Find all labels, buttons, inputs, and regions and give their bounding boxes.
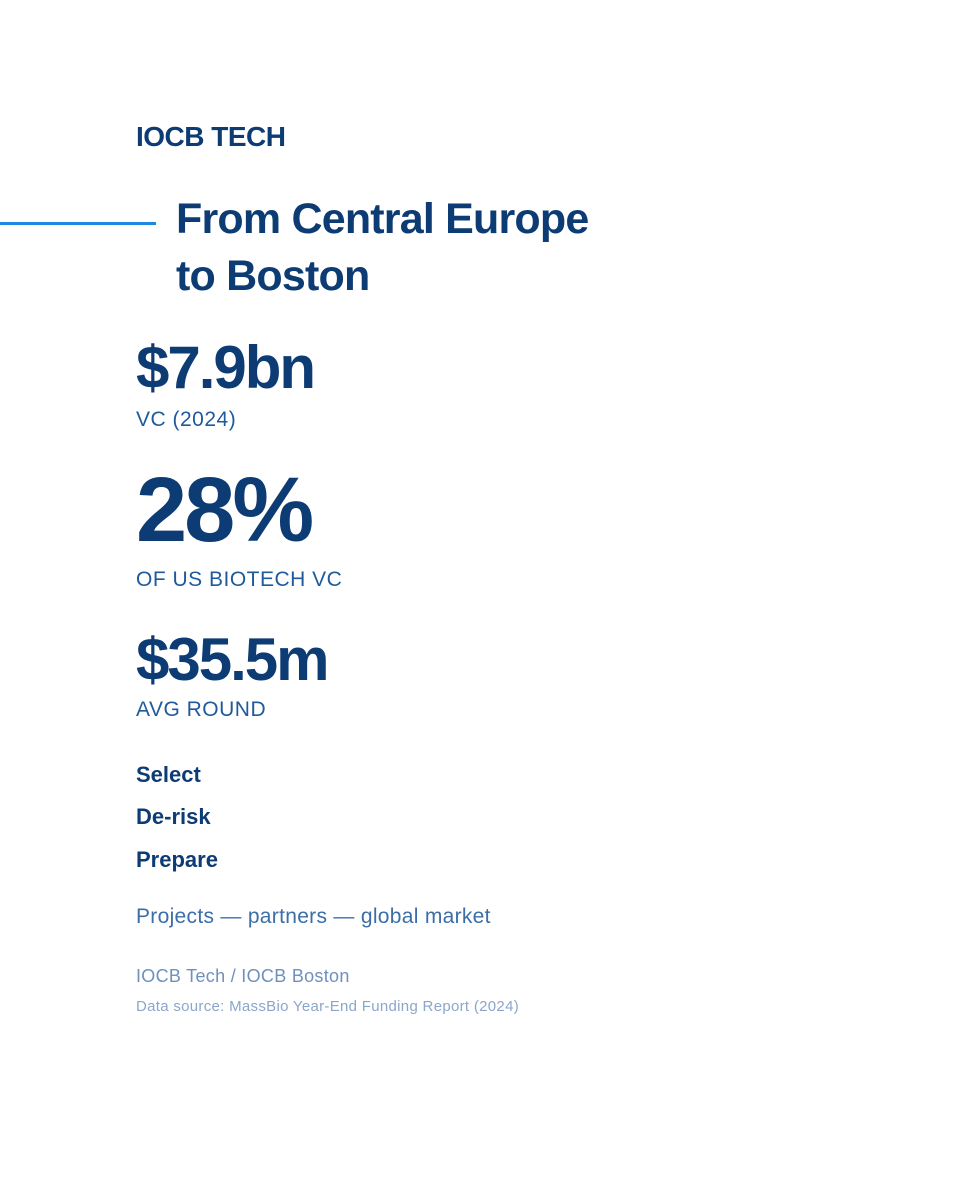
title-line: From Central Europe <box>176 195 589 243</box>
step: Select <box>136 762 201 787</box>
stat-value: $35.5m <box>136 626 329 693</box>
tagline: Projects — partners — global market <box>136 905 491 928</box>
brand: IOCB TECH <box>136 121 286 152</box>
stat-value: $7.9bn <box>136 334 316 401</box>
credit: IOCB Tech / IOCB Boston <box>136 966 350 986</box>
source-note: Data source: MassBio Year-End Funding Re… <box>136 998 520 1015</box>
stat-value: 28% <box>136 459 314 561</box>
stat-label: AVG ROUND <box>136 698 267 721</box>
title-line: to Boston <box>176 252 370 300</box>
stat-label: OF US BIOTECH VC <box>136 568 343 591</box>
step: Prepare <box>136 847 218 872</box>
accent-line <box>0 222 156 225</box>
step: De-risk <box>136 804 211 829</box>
stat-label: VC (2024) <box>136 408 237 431</box>
